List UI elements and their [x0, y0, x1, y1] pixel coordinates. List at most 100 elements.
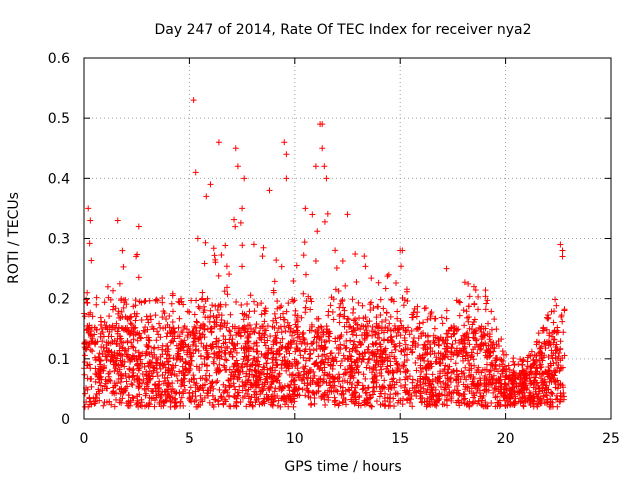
data-point: [245, 314, 252, 321]
data-point: [373, 398, 380, 405]
data-point: [159, 372, 166, 379]
data-point: [470, 346, 477, 353]
data-point: [486, 353, 493, 360]
chart-title: Day 247 of 2014, Rate Of TEC Index for r…: [154, 22, 531, 38]
data-point: [131, 377, 138, 384]
data-point: [465, 337, 472, 344]
data-point: [370, 384, 377, 391]
data-point: [527, 352, 534, 359]
data-point: [277, 304, 284, 311]
data-point: [223, 263, 230, 270]
data-point: [272, 385, 279, 392]
data-point: [395, 397, 402, 404]
data-point: [96, 390, 103, 397]
data-point: [222, 347, 229, 354]
data-point: [420, 330, 427, 337]
data-point: [336, 335, 343, 342]
data-point: [360, 371, 367, 378]
data-point: [273, 348, 280, 355]
data-point: [199, 384, 206, 391]
data-point: [255, 354, 262, 361]
data-point: [383, 310, 390, 317]
data-point: [387, 394, 394, 401]
data-point: [245, 393, 252, 400]
data-point: [203, 367, 210, 374]
data-point: [178, 394, 185, 401]
data-point: [314, 379, 321, 386]
data-point: [382, 397, 389, 404]
data-point: [161, 375, 168, 382]
data-point: [258, 369, 265, 376]
data-point: [386, 353, 393, 360]
data-point: [312, 257, 319, 264]
data-point: [477, 326, 484, 333]
data-point: [210, 245, 217, 252]
data-point: [397, 368, 404, 375]
data-point: [423, 371, 430, 378]
data-point: [239, 242, 246, 249]
y-tick-label: 0.3: [48, 232, 70, 248]
y-tick-label: 0.2: [48, 292, 70, 308]
data-point: [93, 390, 100, 397]
data-point: [221, 363, 228, 370]
data-point: [212, 256, 219, 263]
data-point: [435, 350, 442, 357]
data-point: [84, 289, 91, 296]
data-point: [520, 369, 527, 376]
data-point: [154, 356, 161, 363]
data-point: [95, 386, 102, 393]
data-point: [235, 389, 242, 396]
data-point: [341, 355, 348, 362]
data-point: [460, 332, 467, 339]
data-point: [432, 315, 439, 322]
data-point: [362, 390, 369, 397]
data-point: [362, 263, 369, 270]
data-point: [448, 395, 455, 402]
data-point: [253, 339, 260, 346]
data-point: [173, 342, 180, 349]
data-point: [103, 345, 110, 352]
data-point: [484, 297, 491, 304]
data-point: [294, 360, 301, 367]
data-point: [222, 301, 229, 308]
data-point: [534, 368, 541, 375]
data-point: [307, 381, 314, 388]
data-point: [176, 315, 183, 322]
data-point: [139, 370, 146, 377]
data-point: [146, 394, 153, 401]
data-point: [431, 339, 438, 346]
data-point: [530, 379, 537, 386]
data-point: [89, 335, 96, 342]
data-point: [129, 381, 136, 388]
data-point: [194, 235, 201, 242]
data-point: [226, 327, 233, 334]
data-point: [451, 330, 458, 337]
data-point: [81, 352, 88, 359]
data-point: [191, 376, 198, 383]
data-point: [108, 401, 115, 408]
data-point: [112, 365, 119, 372]
data-point: [548, 389, 555, 396]
data-point: [486, 368, 493, 375]
data-point: [82, 390, 89, 397]
data-point: [276, 350, 283, 357]
data-point: [486, 336, 493, 343]
data-point: [449, 341, 456, 348]
data-point: [271, 278, 278, 285]
data-point: [135, 365, 142, 372]
data-point: [155, 331, 162, 338]
data-point: [332, 286, 339, 293]
data-point: [146, 337, 153, 344]
data-point: [285, 403, 292, 410]
data-point: [276, 385, 283, 392]
data-point: [353, 278, 360, 285]
data-point: [332, 338, 339, 345]
data-point: [558, 313, 565, 320]
data-point: [167, 403, 174, 410]
data-point: [530, 363, 537, 370]
data-point: [447, 356, 454, 363]
data-point: [218, 344, 225, 351]
data-point: [123, 301, 130, 308]
data-point: [247, 292, 254, 299]
data-point: [337, 362, 344, 369]
